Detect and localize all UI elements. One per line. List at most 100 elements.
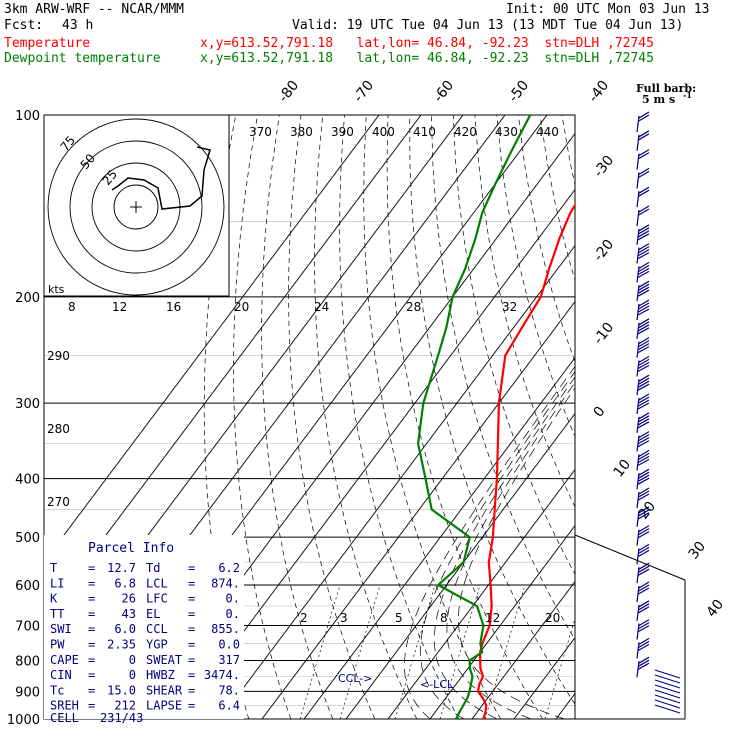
- dry-adiabat-line: [314, 115, 418, 719]
- isotherm-line: [598, 115, 740, 719]
- parcel-value: 15.0: [107, 683, 136, 697]
- wind-barb: [636, 374, 650, 396]
- isotherm-label: -50: [506, 78, 533, 106]
- parcel-eq: =: [88, 576, 95, 590]
- parcel-value: 43: [122, 607, 136, 621]
- moist-adiabat-line: [433, 376, 575, 719]
- speed-axis-label: 16: [166, 300, 181, 314]
- parcel-value: 6.2: [218, 561, 240, 575]
- ccl-annotation: CCL->: [338, 672, 372, 685]
- dry-adiabat-line: [649, 115, 740, 719]
- wind-barb: [636, 186, 650, 208]
- parcel-key: LFC: [146, 592, 168, 606]
- parcel-eq: =: [88, 653, 95, 667]
- parcel-info-panel: Parcel Info T = 12.7 Td = 6.2 LI = 6.8 LCL = 874. K =…: [44, 535, 244, 725]
- pressure-tick-label: 600: [15, 579, 40, 594]
- wind-barb: [654, 684, 681, 694]
- parcel-key: SHEAR: [146, 683, 183, 697]
- dry-adiabat-line: [363, 115, 502, 719]
- isotherm-line: [513, 636, 575, 719]
- wind-barb: [636, 431, 650, 452]
- dry-adiabat-line: [474, 115, 575, 508]
- parcel-eq: =: [88, 638, 95, 652]
- wind-barb: [636, 205, 650, 227]
- isotherm-line: [44, 115, 422, 619]
- speed-axis-label: 32: [502, 300, 517, 314]
- legend-temperature: Temperature: [4, 36, 91, 51]
- isotherm-label: -60: [431, 78, 458, 106]
- wind-barb: [636, 525, 650, 546]
- legend-dewpoint-info: x,y=613.52,791.18 lat,lon= 46.84, -92.23…: [200, 51, 654, 66]
- wind-key-line2: 5 m s: [642, 93, 675, 106]
- mixing-ratio-line: [439, 584, 481, 719]
- parcel-value: 0: [129, 653, 136, 667]
- speed-axis-label: 12: [112, 300, 127, 314]
- isotherm-line: [219, 244, 575, 719]
- wind-barb: [636, 656, 650, 678]
- dry-adiabat-line: [261, 115, 334, 719]
- parcel-eq: =: [188, 561, 195, 575]
- theta-e-label: 390: [331, 125, 354, 139]
- valid-time: Valid: 19 UTC Tue 04 Jun 13 (13 MDT Tue …: [292, 18, 684, 33]
- parcel-value: 855.: [211, 622, 240, 636]
- hodograph-ring: [47, 118, 225, 296]
- parcel-key: LAPSE: [146, 699, 182, 713]
- forecast-label: Fcst:: [4, 18, 44, 33]
- isotherm-line: [177, 188, 575, 719]
- legend-dewpoint: Dewpoint temperature: [4, 51, 161, 66]
- dry-adiabat-line: [714, 115, 740, 719]
- wind-barb: [654, 699, 681, 709]
- parcel-value: 874.: [211, 576, 240, 590]
- wind-barb: [654, 704, 681, 714]
- wind-barb: [636, 543, 650, 565]
- wind-barb: [636, 224, 650, 245]
- parcel-eq: =: [188, 699, 195, 713]
- isotherm-label: -20: [591, 237, 618, 265]
- isotherm-line: [640, 115, 740, 719]
- pressure-tick-label: 900: [15, 685, 40, 700]
- isotherm-label: 40: [704, 597, 728, 621]
- parcel-value: 26: [122, 592, 136, 606]
- theta-e-label: 370: [249, 125, 272, 139]
- wind-barb: [636, 581, 650, 603]
- isotherm-label: 30: [686, 539, 710, 563]
- parcel-eq: =: [188, 592, 195, 606]
- parcel-key: CAPE: [50, 653, 79, 667]
- cell-value: 231/43: [100, 711, 143, 725]
- isotherm-line: [303, 356, 575, 719]
- parcel-value: 0.: [226, 592, 240, 606]
- mixing-ratio-label: 20: [545, 611, 560, 625]
- wind-barb: [654, 669, 681, 679]
- isotherm-label: -30: [591, 153, 618, 181]
- mixing-ratio-label: 12: [485, 611, 500, 625]
- parcel-eq: =: [188, 622, 195, 636]
- wind-key-sup: -1: [683, 90, 692, 100]
- parcel-key: SWEAT: [146, 653, 182, 667]
- wind-barb: [636, 167, 650, 189]
- hodograph-trace: [111, 146, 211, 210]
- dry-adiabat-line: [496, 115, 575, 438]
- dry-adiabat-line: [233, 115, 292, 719]
- wind-barb: [636, 337, 650, 358]
- speed-axis-label: 8: [68, 300, 76, 314]
- plot-frame: [43, 114, 576, 720]
- pressure-tick-label: 500: [15, 531, 40, 546]
- parcel-key: CCL: [146, 622, 168, 636]
- parcel-info-title: Parcel Info: [88, 541, 174, 556]
- parcel-key: SREH: [50, 699, 79, 713]
- dry-adiabat-line: [605, 115, 740, 719]
- parcel-value: 6.8: [114, 576, 136, 590]
- parcel-key: Td: [146, 561, 160, 575]
- wind-barb: [636, 619, 650, 640]
- isotherm-label: -80: [276, 78, 303, 106]
- dry-adiabat-line: [671, 115, 740, 719]
- parcel-eq: =: [188, 668, 195, 682]
- wind-barb: [636, 562, 650, 584]
- pressure-tick-label: 100: [15, 109, 40, 124]
- wind-barb: [636, 355, 650, 377]
- pressure-tick-label: 300: [15, 397, 40, 412]
- wind-barb: [636, 261, 650, 283]
- isotherm-label: -70: [351, 78, 378, 106]
- parcel-value: 12.7: [107, 561, 136, 575]
- wind-key-line1: Full barb:: [636, 82, 696, 95]
